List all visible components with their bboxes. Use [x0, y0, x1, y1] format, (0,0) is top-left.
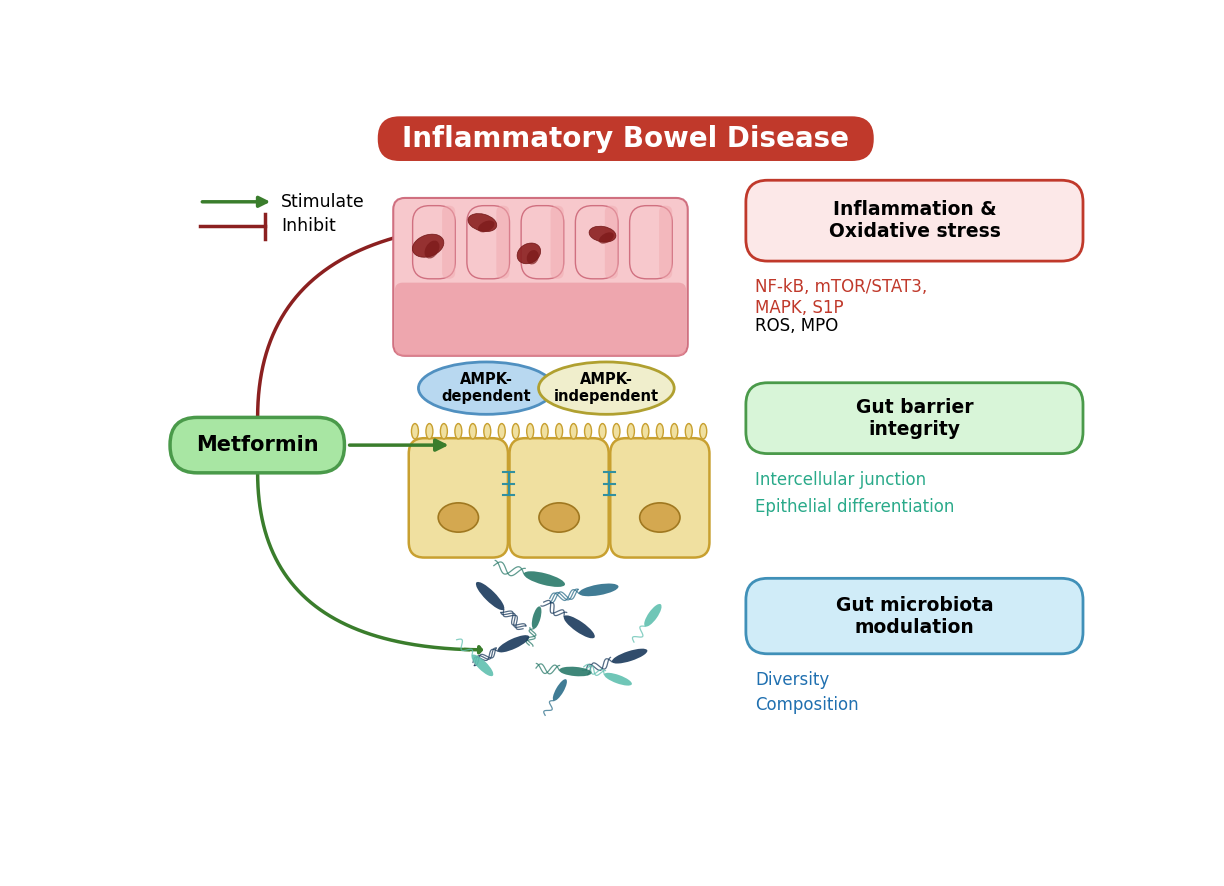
Ellipse shape: [564, 616, 595, 638]
Text: Gut microbiota
modulation: Gut microbiota modulation: [836, 595, 993, 636]
Ellipse shape: [483, 424, 491, 439]
Ellipse shape: [438, 503, 479, 532]
Ellipse shape: [526, 250, 539, 264]
Ellipse shape: [700, 424, 706, 439]
Ellipse shape: [476, 582, 504, 610]
Ellipse shape: [498, 424, 506, 439]
FancyBboxPatch shape: [412, 206, 455, 279]
Ellipse shape: [685, 424, 693, 439]
Ellipse shape: [469, 424, 476, 439]
FancyBboxPatch shape: [509, 439, 608, 557]
Ellipse shape: [477, 221, 494, 232]
FancyBboxPatch shape: [575, 206, 618, 279]
FancyBboxPatch shape: [611, 439, 710, 557]
Ellipse shape: [471, 655, 493, 676]
Text: Metformin: Metformin: [196, 435, 318, 455]
Text: Inflammatory Bowel Disease: Inflammatory Bowel Disease: [403, 125, 849, 152]
FancyBboxPatch shape: [466, 206, 509, 279]
Ellipse shape: [524, 571, 565, 587]
Ellipse shape: [559, 666, 591, 676]
Ellipse shape: [441, 424, 447, 439]
Ellipse shape: [599, 232, 613, 244]
Ellipse shape: [612, 649, 647, 664]
Ellipse shape: [497, 635, 529, 652]
FancyBboxPatch shape: [659, 206, 672, 279]
FancyBboxPatch shape: [496, 206, 509, 279]
Ellipse shape: [425, 240, 439, 259]
Text: Inhibit: Inhibit: [280, 217, 335, 236]
Ellipse shape: [613, 424, 619, 439]
FancyBboxPatch shape: [551, 206, 564, 279]
FancyBboxPatch shape: [170, 417, 344, 473]
Ellipse shape: [570, 424, 577, 439]
Text: NF-kB, mTOR/STAT3,
MAPK, S1P: NF-kB, mTOR/STAT3, MAPK, S1P: [755, 278, 928, 317]
Text: Stimulate: Stimulate: [280, 193, 365, 211]
Text: AMPK-
independent: AMPK- independent: [553, 372, 659, 404]
Text: ROS, MPO: ROS, MPO: [755, 316, 838, 335]
Ellipse shape: [605, 672, 632, 686]
FancyBboxPatch shape: [745, 579, 1083, 654]
Text: Diversity: Diversity: [755, 671, 830, 688]
Ellipse shape: [599, 424, 606, 439]
Ellipse shape: [541, 424, 548, 439]
Ellipse shape: [526, 424, 534, 439]
FancyBboxPatch shape: [745, 383, 1083, 454]
Ellipse shape: [426, 424, 433, 439]
Ellipse shape: [553, 680, 567, 701]
Ellipse shape: [556, 424, 563, 439]
FancyBboxPatch shape: [378, 116, 874, 161]
Ellipse shape: [644, 604, 661, 626]
FancyBboxPatch shape: [393, 198, 688, 356]
Ellipse shape: [671, 424, 678, 439]
Ellipse shape: [411, 424, 419, 439]
Text: Inflammation &
Oxidative stress: Inflammation & Oxidative stress: [829, 200, 1000, 241]
Ellipse shape: [512, 424, 519, 439]
Text: Composition: Composition: [755, 696, 859, 714]
FancyBboxPatch shape: [521, 206, 564, 279]
Ellipse shape: [517, 243, 541, 264]
Ellipse shape: [585, 424, 591, 439]
Text: Gut barrier
integrity: Gut barrier integrity: [856, 398, 973, 439]
Ellipse shape: [641, 424, 649, 439]
Ellipse shape: [640, 503, 681, 532]
Ellipse shape: [419, 362, 554, 415]
Ellipse shape: [531, 606, 541, 629]
Ellipse shape: [468, 214, 497, 231]
Text: Epithelial differentiation: Epithelial differentiation: [755, 498, 955, 517]
Text: Intercellular junction: Intercellular junction: [755, 470, 927, 488]
FancyBboxPatch shape: [442, 206, 455, 279]
FancyBboxPatch shape: [409, 439, 508, 557]
Ellipse shape: [579, 584, 618, 596]
Ellipse shape: [539, 503, 579, 532]
FancyBboxPatch shape: [605, 206, 618, 279]
Ellipse shape: [412, 234, 444, 257]
FancyBboxPatch shape: [629, 206, 672, 279]
Ellipse shape: [455, 424, 461, 439]
Ellipse shape: [628, 424, 634, 439]
Text: AMPK-
dependent: AMPK- dependent: [442, 372, 531, 404]
FancyBboxPatch shape: [745, 180, 1083, 261]
Ellipse shape: [656, 424, 663, 439]
FancyBboxPatch shape: [395, 283, 687, 356]
Ellipse shape: [589, 226, 616, 242]
Ellipse shape: [539, 362, 674, 415]
